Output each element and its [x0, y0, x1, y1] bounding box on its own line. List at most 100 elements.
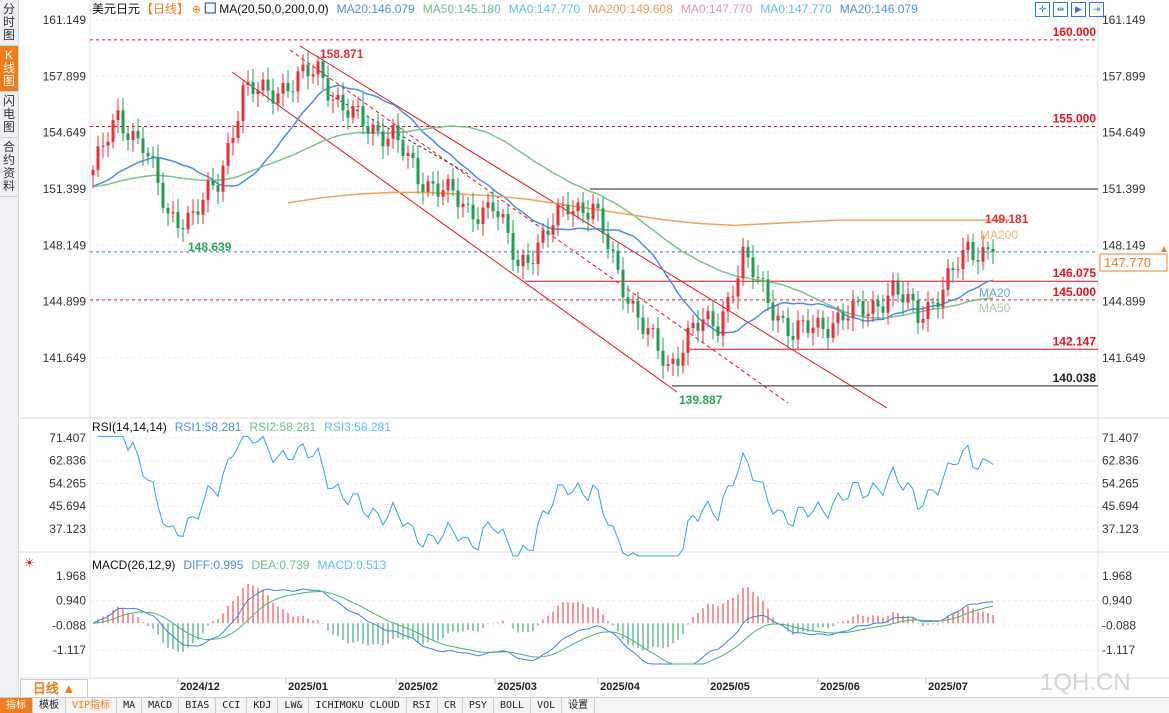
- ma-legend-item: MA0:147.770: [681, 2, 753, 16]
- candle-body: [526, 254, 530, 264]
- candle-body: [801, 320, 805, 322]
- watermark: 1QH.CN: [1040, 669, 1131, 696]
- toolbar-item[interactable]: MACD: [142, 698, 180, 713]
- candle-body: [346, 110, 350, 118]
- y-tick-left: 161.149: [43, 13, 87, 27]
- candle-body: [941, 289, 945, 308]
- candle-body: [301, 64, 305, 72]
- candle-body: [741, 246, 745, 279]
- trend-dotted-line[interactable]: [329, 94, 471, 176]
- candle-body: [631, 301, 635, 304]
- candle-body: [136, 131, 140, 139]
- crosshair-icon[interactable]: ✛: [1035, 2, 1050, 17]
- settings-sun-icon[interactable]: ☀: [24, 556, 35, 570]
- range-icon[interactable]: ⇹: [1053, 2, 1068, 17]
- candle-body: [576, 202, 580, 212]
- candle-body: [901, 294, 905, 303]
- exit-icon[interactable]: ⇥: [1089, 2, 1104, 17]
- candle-body: [666, 364, 670, 366]
- toolbar-item[interactable]: VIP指标: [66, 698, 118, 713]
- toolbar-item[interactable]: BOLL: [494, 698, 532, 713]
- tab-kline[interactable]: K线图: [0, 46, 18, 92]
- toolbar-item[interactable]: KDJ: [247, 698, 279, 713]
- candle-body: [146, 152, 150, 157]
- x-tick-label: 2025/02: [398, 681, 438, 693]
- candle-body: [116, 110, 120, 121]
- price-level-label: 160.000: [1053, 25, 1097, 39]
- candle-body: [661, 350, 665, 366]
- indicator-icon[interactable]: [204, 2, 216, 14]
- current-price: 147.770: [1104, 255, 1151, 270]
- y-tick-right: 151.399: [1102, 182, 1146, 196]
- candle-body: [261, 79, 265, 91]
- candle-body: [546, 230, 550, 235]
- candle-body: [791, 335, 795, 340]
- candle-body: [691, 322, 695, 329]
- rsi-tick-right: 54.265: [1102, 476, 1139, 490]
- candle-body: [366, 126, 370, 134]
- tab-timeshare[interactable]: 分时图: [0, 0, 18, 46]
- candle-body: [331, 99, 335, 101]
- toolbar-item[interactable]: 设置: [562, 698, 596, 713]
- candle-body: [491, 202, 495, 212]
- ma-legend-item: MA20:146.079: [337, 2, 415, 16]
- candle-body: [466, 203, 470, 205]
- y-tick-right: 161.149: [1102, 13, 1146, 27]
- candle-body: [776, 315, 780, 321]
- candle-body: [976, 259, 980, 262]
- channel-upper-line[interactable]: [299, 45, 888, 409]
- toolbar-item[interactable]: 模板: [33, 698, 66, 713]
- sidebar: 分时图 K线图 闪电图 合约资料: [0, 0, 19, 697]
- toolbar-item[interactable]: VOL: [531, 698, 563, 713]
- y-tick-left: 157.899: [43, 69, 87, 83]
- candle-body: [381, 131, 385, 147]
- candle-body: [271, 90, 275, 104]
- macd-tick-right: 0.940: [1102, 594, 1132, 608]
- period-button[interactable]: 日线 ▲: [20, 679, 88, 698]
- tab-flash[interactable]: 闪电图: [0, 92, 18, 138]
- candle-body: [651, 328, 655, 330]
- toolbar-item[interactable]: ICHIMOKU CLOUD: [309, 698, 407, 713]
- alert-arrow-icon[interactable]: ▲: [1159, 244, 1169, 255]
- toolbar-item[interactable]: CR: [438, 698, 463, 713]
- y-tick-left: 151.399: [43, 182, 87, 196]
- play-icon[interactable]: ▶: [1071, 2, 1086, 17]
- toolbar-item[interactable]: CCI: [216, 698, 248, 713]
- candle-body: [926, 302, 930, 319]
- candle-body: [251, 81, 255, 95]
- toolbar-item[interactable]: RSI: [407, 698, 438, 713]
- candle-body: [621, 269, 625, 298]
- candle-body: [616, 250, 620, 270]
- target-icon[interactable]: ⊕: [192, 4, 201, 16]
- chart-tools: ✛ ⇹ ▶ ⇥: [1035, 2, 1104, 17]
- chart-canvas[interactable]: 161.149 161.149 157.899 157.899 154.649 154.6…: [0, 0, 1169, 697]
- tab-contract[interactable]: 合约资料: [0, 138, 18, 197]
- candle-body: [286, 82, 290, 92]
- candle-body: [476, 219, 480, 224]
- candle-body: [686, 328, 690, 353]
- candle-body: [341, 94, 345, 111]
- ma20-label: MA20: [979, 286, 1011, 300]
- toolbar-item[interactable]: PSY: [463, 698, 494, 713]
- candle-body: [816, 317, 820, 328]
- candle-body: [736, 278, 740, 297]
- candle-body: [376, 124, 380, 132]
- candle-body: [756, 277, 760, 279]
- candle-body: [636, 301, 640, 318]
- toolbar-item[interactable]: 指标: [0, 698, 33, 713]
- ma50-label: MA50: [979, 301, 1011, 315]
- candle-body: [696, 322, 700, 331]
- toolbar-item[interactable]: LW&: [278, 698, 310, 713]
- candle-body: [396, 125, 400, 141]
- candle-body: [161, 182, 165, 208]
- channel-lower-line[interactable]: [231, 71, 678, 393]
- toolbar-item[interactable]: BIAS: [179, 698, 217, 713]
- channel-mid-line[interactable]: [289, 49, 789, 404]
- candle-body: [206, 180, 210, 200]
- rsi-title: RSI(14,14,14): [92, 420, 167, 434]
- toolbar-item[interactable]: MA: [117, 698, 143, 713]
- candle-body: [856, 300, 860, 302]
- x-tick-label: 2024/12: [180, 681, 220, 693]
- ma-legend-item: MA50:145.180: [423, 2, 501, 16]
